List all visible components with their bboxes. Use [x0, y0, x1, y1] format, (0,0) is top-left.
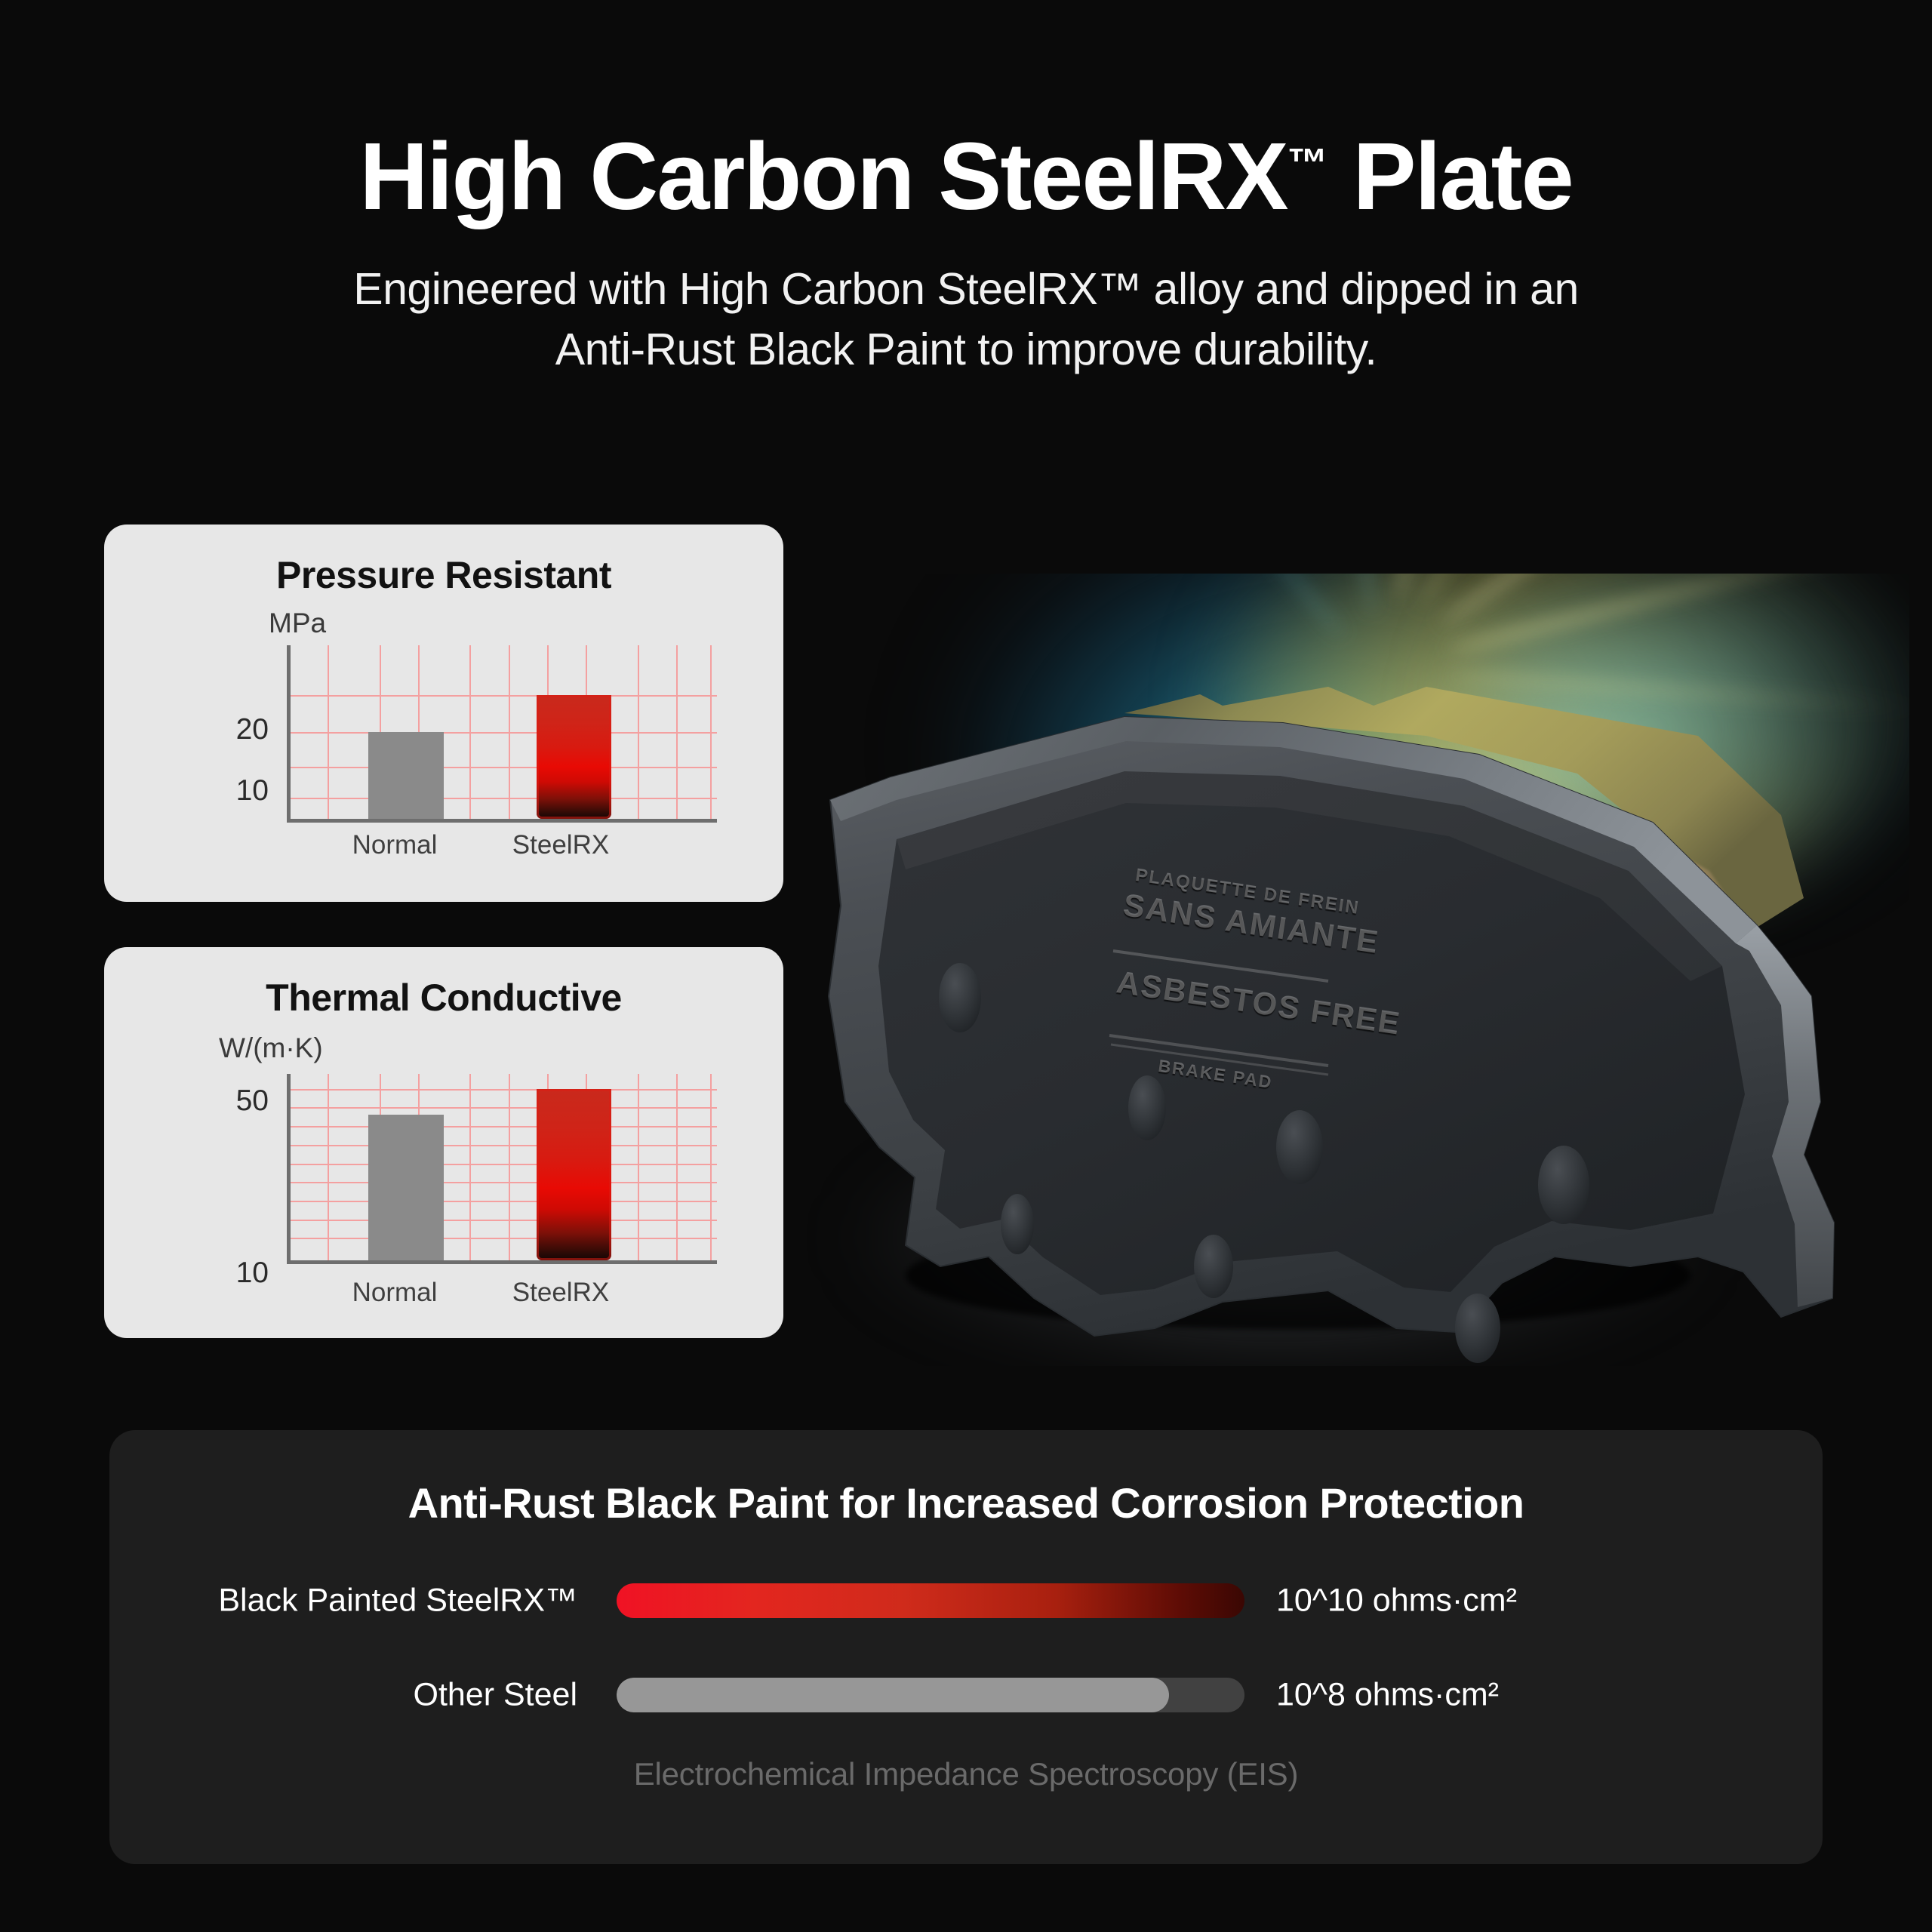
gridline-v: [675, 645, 678, 819]
gridline-v: [328, 645, 330, 819]
subtitle-line-1: Engineered with High Carbon SteelRX™ all…: [353, 264, 1579, 315]
emboss-underline: [1109, 1034, 1329, 1067]
mounting-hole: [1455, 1294, 1500, 1363]
y-tick-50-thermal: 50: [235, 1084, 269, 1117]
gridline-v: [710, 1074, 712, 1260]
chart-title-pressure: Pressure Resistant: [275, 554, 612, 596]
bar-steelrx-thermal: [536, 1088, 612, 1260]
y-axis-unit-mpa: MPa: [269, 608, 327, 638]
gridline-h: [287, 1107, 717, 1109]
gridline-v: [637, 645, 639, 819]
eis-bar-fill-other-steel: [617, 1678, 1170, 1712]
y-tick-10-pressure: 10: [235, 774, 269, 807]
gridline-h: [287, 1163, 717, 1165]
gridlines-pressure: [287, 645, 717, 819]
page-title: High Carbon SteelRX™ Plate: [0, 126, 1932, 226]
gridline-h: [287, 732, 717, 734]
gridline-h: [287, 1219, 717, 1221]
mounting-hole: [1194, 1235, 1233, 1298]
y-axis-line-thermal: [287, 1074, 291, 1260]
bar-normal-pressure: [368, 732, 445, 819]
brake-pad-svg: [827, 687, 1835, 1363]
header: High Carbon SteelRX™ Plate Engineered wi…: [0, 0, 1932, 380]
x-axis-line-thermal: [287, 1260, 717, 1264]
bar-steelrx-pressure: [536, 694, 612, 819]
page-subtitle: Engineered with High Carbon SteelRX™ all…: [0, 260, 1932, 380]
trademark-symbol: ™: [1287, 140, 1328, 186]
x-tick-steelrx-pressure: SteelRX: [512, 830, 610, 860]
eis-row-other-steel: Other Steel 10^8 ohms·cm²: [109, 1672, 1823, 1718]
gridline-h: [287, 1144, 717, 1146]
eis-row-black-painted-steelrx: Black Painted SteelRX™ 10^10 ohms·cm²: [109, 1577, 1823, 1624]
x-tick-steelrx-thermal: SteelRX: [512, 1278, 610, 1307]
gridlines-thermal: [287, 1074, 717, 1260]
gridline-h: [287, 1200, 717, 1202]
mounting-hole: [1276, 1110, 1323, 1184]
eis-bar-other-steel: [617, 1678, 1244, 1712]
page-title-tail: Plate: [1327, 123, 1574, 229]
x-tick-normal-pressure: Normal: [352, 830, 438, 860]
gridline-v: [637, 1074, 639, 1260]
mounting-hole: [939, 963, 981, 1032]
y-tick-20-pressure: 20: [235, 713, 269, 746]
gridline-h: [287, 798, 717, 800]
plate-face: [878, 771, 1745, 1295]
gridline-v: [675, 1074, 678, 1260]
panel-title: Anti-Rust Black Paint for Increased Corr…: [408, 1479, 1524, 1527]
gridline-v: [710, 645, 712, 819]
mounting-hole: [1128, 1075, 1166, 1140]
gridline-h: [287, 1088, 717, 1091]
chart-card-thermal-conductive: Thermal Conductive W/(m·K): [104, 947, 783, 1338]
plate-right-edge: [1736, 925, 1834, 1307]
page-title-main: High Carbon SteelRX: [359, 123, 1288, 229]
y-tick-10-thermal: 10: [235, 1257, 269, 1289]
plate-top-bevel: [830, 717, 1757, 943]
gridline-v: [469, 645, 472, 819]
plot-area-pressure: [287, 645, 717, 823]
gridline-h: [287, 1238, 717, 1240]
gridline-h: [287, 1126, 717, 1128]
plot-area-thermal: [287, 1074, 717, 1264]
face-shading: [897, 771, 1722, 981]
y-axis-unit-wmk: W/(m·K): [219, 1032, 323, 1063]
corrosion-protection-panel: Anti-Rust Black Paint for Increased Corr…: [109, 1430, 1823, 1864]
emboss-underline: [1112, 949, 1329, 983]
subtitle-line-2: Anti-Rust Black Paint to improve durabil…: [555, 324, 1377, 374]
eis-value-black-painted-steelrx: 10^10 ohms·cm²: [1276, 1582, 1517, 1619]
eis-bar-black-painted-steelrx: [617, 1583, 1244, 1618]
eis-caption: Electrochemical Impedance Spectroscopy (…: [633, 1756, 1299, 1792]
gridline-h: [287, 694, 717, 697]
gridline-h: [287, 1182, 717, 1184]
emboss-underline: [1110, 1043, 1329, 1076]
mounting-hole: [1001, 1194, 1034, 1254]
gridline-v: [508, 1074, 510, 1260]
chart-card-pressure-resistant: Pressure Resistant MPa 20 10 Normal St: [104, 525, 783, 902]
eis-label-other-steel: Other Steel: [413, 1676, 578, 1713]
eis-value-other-steel: 10^8 ohms·cm²: [1276, 1676, 1499, 1713]
x-axis-line-pressure: [287, 819, 717, 823]
gridline-h: [287, 767, 717, 768]
mounting-hole: [1538, 1146, 1589, 1224]
eis-label-black-painted-steelrx: Black Painted SteelRX™: [218, 1582, 577, 1619]
friction-material: [1124, 687, 1804, 936]
gridline-v: [469, 1074, 472, 1260]
x-tick-normal-thermal: Normal: [352, 1278, 438, 1307]
bar-normal-thermal: [368, 1115, 445, 1260]
gridline-v: [508, 645, 510, 819]
gridline-v: [328, 1074, 330, 1260]
chart-title-thermal: Thermal Conductive: [266, 977, 622, 1019]
y-axis-line-pressure: [287, 645, 291, 819]
brake-pad-image: PLAQUETTE DE FREIN SANS AMIANTE ASBESTOS…: [800, 574, 1909, 1366]
